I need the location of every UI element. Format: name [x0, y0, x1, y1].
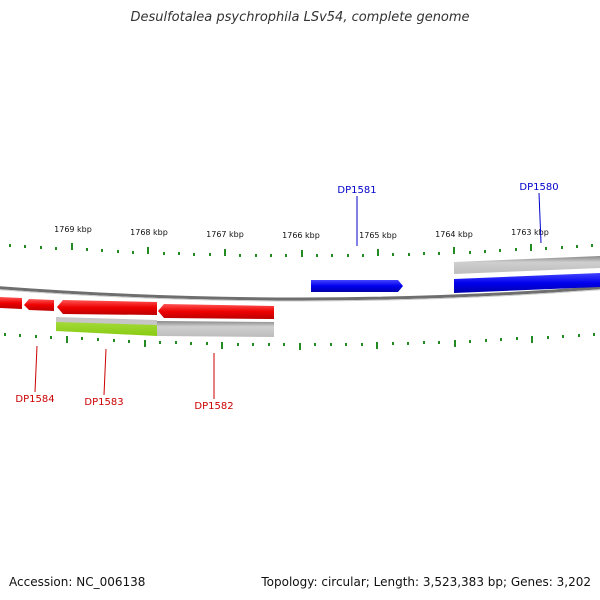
gene-dp1584[interactable]: [0, 297, 22, 309]
kbp-label: 1765 kbp: [359, 231, 397, 240]
kbp-label: 1764 kbp: [435, 230, 473, 239]
gene-label-dp1582[interactable]: DP1582: [194, 401, 233, 412]
gray-feature-lower: [157, 321, 274, 337]
gene-dp1580[interactable]: [454, 273, 600, 293]
genome-backbone: [0, 286, 600, 301]
leader-dp1580: [538, 192, 542, 244]
genome-backbone-highlight: [0, 289, 600, 302]
gene-dp1583[interactable]: [57, 300, 157, 315]
kbp-label: 1769 kbp: [54, 225, 92, 234]
gene-label-dp1583[interactable]: DP1583: [84, 397, 123, 408]
upper-ticks: [9, 243, 593, 257]
gene-label-dp1581[interactable]: DP1581: [337, 185, 376, 196]
genome-summary-text: Topology: circular; Length: 3,523,383 bp…: [261, 575, 591, 589]
gene-label-dp1584[interactable]: DP1584: [15, 394, 54, 405]
lower-ticks: [4, 333, 595, 350]
leader-dp1583: [103, 348, 107, 396]
gray-feature-lower-left: [56, 317, 157, 325]
gene-dp1584-b[interactable]: [24, 299, 54, 311]
gene-dp1581[interactable]: [311, 280, 403, 292]
leader-dp1584: [34, 345, 38, 393]
genome-title: Desulfotalea psychrophila LSv54, complet…: [130, 10, 470, 25]
gray-feature-upper: [454, 256, 600, 274]
kbp-labels: 1769 kbp 1768 kbp 1767 kbp 1766 kbp 1765…: [54, 225, 549, 240]
kbp-label: 1763 kbp: [511, 228, 549, 237]
kbp-label: 1768 kbp: [130, 228, 168, 237]
kbp-label: 1766 kbp: [282, 231, 320, 240]
accession-text: Accession: NC_006138: [9, 575, 146, 589]
kbp-label: 1767 kbp: [206, 230, 244, 239]
gene-dp1582[interactable]: [158, 304, 274, 319]
gene-label-dp1580[interactable]: DP1580: [519, 182, 558, 193]
